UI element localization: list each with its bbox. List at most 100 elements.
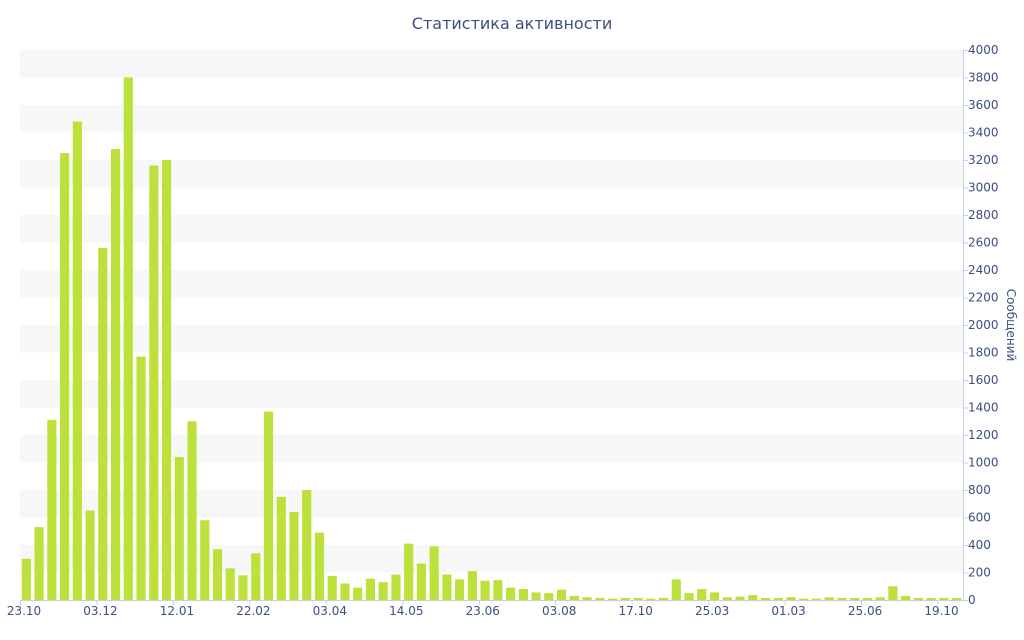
y-axis-label: Сообщений bbox=[1004, 289, 1018, 362]
bar bbox=[939, 597, 949, 600]
bar bbox=[289, 512, 299, 600]
chart-title: Статистика активности bbox=[411, 14, 613, 33]
y-tick-label: 1400 bbox=[968, 401, 999, 415]
grid-band bbox=[20, 325, 963, 353]
bar bbox=[786, 597, 796, 600]
bar bbox=[569, 595, 579, 600]
bar bbox=[913, 597, 923, 600]
bar bbox=[123, 77, 133, 600]
bar bbox=[85, 510, 95, 600]
bar bbox=[633, 597, 643, 600]
bar bbox=[21, 558, 31, 600]
bar bbox=[697, 589, 707, 600]
bar bbox=[480, 580, 490, 600]
bar bbox=[607, 598, 618, 600]
y-tick-label: 2000 bbox=[968, 318, 999, 332]
bar bbox=[251, 553, 261, 600]
x-tick-label: 22.02 bbox=[236, 604, 270, 618]
y-tick-label: 1000 bbox=[968, 456, 999, 470]
x-tick-label: 01.03 bbox=[771, 604, 805, 618]
bar bbox=[161, 160, 172, 600]
bar bbox=[340, 583, 350, 600]
x-tick-label: 23.06 bbox=[466, 604, 500, 618]
bar bbox=[493, 580, 503, 600]
bar bbox=[136, 356, 146, 600]
y-tick-label: 400 bbox=[968, 538, 991, 552]
bar bbox=[429, 546, 439, 600]
bar bbox=[709, 592, 720, 600]
bar bbox=[735, 596, 745, 600]
bar bbox=[684, 593, 694, 600]
bar bbox=[722, 597, 732, 600]
x-axis-ticks: 23.10 03.12 12.01 22.02 03.04 14.05 23.06 03.08… bbox=[7, 600, 959, 618]
bar bbox=[799, 598, 809, 600]
y-tick-label: 3400 bbox=[968, 126, 999, 140]
x-tick-label: 12.01 bbox=[160, 604, 194, 618]
y-tick-label: 1200 bbox=[968, 428, 999, 442]
bar bbox=[391, 574, 401, 600]
bar bbox=[862, 597, 873, 600]
bar bbox=[467, 571, 477, 600]
y-tick-label: 3000 bbox=[968, 181, 999, 195]
bar bbox=[506, 587, 516, 600]
y-tick-label: 4000 bbox=[968, 43, 999, 57]
bar bbox=[646, 598, 656, 600]
bar bbox=[327, 575, 337, 600]
x-tick-label: 23.10 bbox=[7, 604, 41, 618]
x-tick-label: 14.05 bbox=[389, 604, 423, 618]
grid-bands bbox=[20, 50, 963, 573]
bar bbox=[952, 597, 962, 600]
grid-band bbox=[20, 435, 963, 463]
y-tick-label: 1800 bbox=[968, 346, 999, 360]
x-tick-label: 19.10 bbox=[924, 604, 958, 618]
bar bbox=[773, 597, 783, 600]
bar bbox=[442, 574, 452, 600]
bar bbox=[875, 597, 885, 600]
bar bbox=[760, 597, 771, 600]
y-tick-label: 2400 bbox=[968, 263, 999, 277]
bar bbox=[850, 597, 860, 600]
bar bbox=[582, 597, 592, 600]
bar bbox=[225, 568, 235, 600]
bar bbox=[404, 543, 414, 600]
bar bbox=[187, 421, 197, 600]
bar bbox=[200, 520, 210, 600]
bar bbox=[238, 575, 248, 600]
bar bbox=[110, 149, 121, 600]
y-tick-label: 800 bbox=[968, 483, 991, 497]
bar bbox=[557, 589, 567, 600]
y-tick-label: 2800 bbox=[968, 208, 999, 222]
bar bbox=[748, 595, 758, 600]
grid-band bbox=[20, 380, 963, 408]
bar bbox=[174, 457, 184, 600]
grid-band bbox=[20, 105, 963, 133]
y-tick-label: 200 bbox=[968, 566, 991, 580]
bar bbox=[671, 579, 681, 600]
bar bbox=[212, 549, 223, 600]
bar bbox=[365, 578, 376, 600]
bar bbox=[658, 597, 669, 600]
y-tick-label: 3600 bbox=[968, 98, 999, 112]
bar bbox=[824, 597, 834, 600]
bar bbox=[811, 598, 822, 600]
bar bbox=[302, 490, 312, 600]
bar bbox=[595, 597, 605, 600]
grid-band bbox=[20, 160, 963, 188]
x-tick-label: 25.03 bbox=[695, 604, 729, 618]
bar bbox=[98, 248, 108, 600]
x-tick-label: 03.12 bbox=[83, 604, 117, 618]
x-tick-label: 03.08 bbox=[542, 604, 576, 618]
bar bbox=[888, 586, 898, 600]
bar bbox=[926, 597, 936, 600]
bars bbox=[21, 77, 962, 600]
bar bbox=[34, 527, 44, 600]
y-tick-label: 1600 bbox=[968, 373, 999, 387]
bar bbox=[837, 597, 847, 600]
bar bbox=[263, 411, 274, 600]
y-tick-label: 3200 bbox=[968, 153, 999, 167]
bar bbox=[901, 595, 911, 600]
bar bbox=[455, 579, 465, 600]
bar bbox=[149, 165, 159, 600]
x-tick-label: 25.06 bbox=[848, 604, 882, 618]
y-tick-label: 3800 bbox=[968, 71, 999, 85]
